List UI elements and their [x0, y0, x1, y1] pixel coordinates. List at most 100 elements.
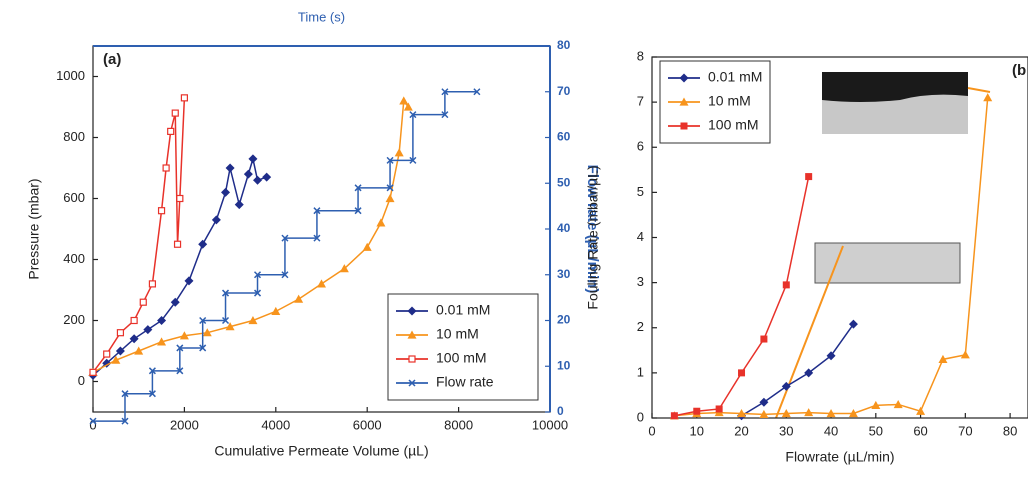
- y-tick-label: 0: [637, 409, 644, 424]
- y2-tick-label: 40: [557, 221, 571, 235]
- y2-tick-label: 80: [557, 38, 571, 52]
- marker: [385, 194, 395, 203]
- y-tick-label: 1: [637, 364, 644, 379]
- x-tick-label: 70: [958, 423, 972, 438]
- marker: [234, 200, 244, 210]
- x-tick-label: 4000: [261, 417, 290, 432]
- marker: [202, 328, 212, 337]
- inset-arrow: [967, 87, 991, 93]
- marker: [938, 354, 948, 363]
- y-tick-label: 8: [637, 48, 644, 63]
- marker: [408, 379, 416, 387]
- marker: [134, 346, 144, 355]
- marker: [89, 417, 97, 425]
- marker: [221, 289, 230, 297]
- marker: [184, 276, 194, 286]
- marker: [848, 408, 858, 418]
- marker: [983, 93, 993, 102]
- x-tick-label: 8000: [444, 417, 473, 432]
- marker: [738, 369, 746, 377]
- marker: [362, 242, 372, 251]
- x-tick-label: 30: [779, 423, 793, 438]
- series-line: [93, 91, 477, 422]
- inset-images: [775, 72, 991, 419]
- legend-label: 0.01 mM: [708, 69, 762, 85]
- x-tick-label: 10: [690, 423, 704, 438]
- marker: [354, 184, 362, 192]
- y2-tick-label: 70: [557, 84, 571, 98]
- marker: [157, 337, 167, 346]
- marker: [225, 322, 235, 331]
- marker: [89, 368, 97, 376]
- marker: [148, 390, 156, 398]
- y-tick-label: 0: [78, 373, 85, 388]
- y2-axis-label: Flow rate (µL/min): [584, 165, 601, 294]
- marker: [339, 264, 349, 273]
- marker: [199, 344, 207, 352]
- marker: [130, 316, 138, 325]
- marker: [176, 344, 184, 352]
- marker: [386, 156, 394, 164]
- marker: [271, 306, 281, 315]
- y-axis-label: Fouling Rate (mbar/µL): [585, 165, 601, 309]
- x-tick-label: 20: [734, 423, 748, 438]
- x-tick-label: 80: [1003, 423, 1017, 438]
- marker: [376, 218, 386, 227]
- y-tick-label: 3: [637, 274, 644, 289]
- marker: [399, 96, 409, 105]
- marker: [354, 207, 362, 215]
- x-tick-label: 2000: [170, 417, 199, 432]
- y-tick-label: 200: [63, 312, 85, 327]
- marker: [781, 381, 791, 391]
- marker: [960, 350, 970, 359]
- marker: [180, 94, 188, 102]
- marker: [148, 280, 157, 288]
- y2-tick-label: 30: [557, 267, 571, 281]
- marker: [116, 329, 125, 337]
- y-tick-label: 4: [637, 229, 644, 244]
- marker: [693, 407, 701, 415]
- marker: [167, 127, 175, 135]
- marker: [313, 207, 321, 215]
- marker: [679, 73, 689, 83]
- marker: [715, 405, 723, 413]
- marker: [403, 102, 413, 111]
- marker: [804, 408, 814, 417]
- marker: [221, 187, 231, 197]
- marker: [313, 234, 321, 242]
- marker: [243, 169, 253, 179]
- marker: [225, 163, 235, 173]
- marker: [148, 367, 156, 375]
- marker: [679, 97, 689, 106]
- y-tick-label: 2: [637, 319, 644, 334]
- marker: [317, 279, 326, 288]
- marker: [248, 316, 258, 325]
- legend-label: 100 mM: [436, 350, 487, 366]
- x-tick-label: 60: [913, 423, 927, 438]
- marker: [253, 175, 263, 185]
- marker: [408, 355, 416, 363]
- marker: [143, 325, 153, 335]
- marker: [386, 184, 394, 192]
- marker: [198, 239, 208, 249]
- marker: [781, 408, 791, 418]
- x-tick-label: 10000: [532, 417, 568, 432]
- legend-label: 0.01 mM: [436, 302, 490, 318]
- y2-tick-label: 10: [557, 358, 571, 372]
- marker: [176, 194, 184, 203]
- marker: [407, 330, 417, 339]
- marker: [103, 350, 111, 358]
- panel-label: (b: [1012, 62, 1026, 79]
- marker: [893, 399, 903, 409]
- y-tick-label: 5: [637, 184, 644, 199]
- marker: [173, 240, 182, 248]
- y2-tick-label: 20: [557, 313, 571, 327]
- marker: [441, 88, 449, 96]
- y2-tick-label: 0: [557, 404, 564, 418]
- marker: [826, 351, 836, 361]
- x-tick-label: 6000: [353, 417, 382, 432]
- marker: [262, 172, 272, 182]
- marker: [170, 297, 180, 307]
- y-tick-label: 6: [637, 139, 644, 154]
